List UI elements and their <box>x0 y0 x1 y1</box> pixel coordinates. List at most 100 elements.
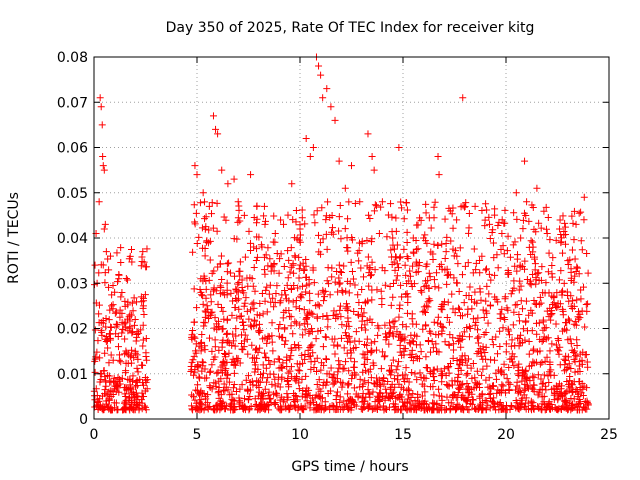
roti-point <box>347 354 355 362</box>
roti-point <box>554 303 562 311</box>
roti-point <box>240 395 248 403</box>
roti-point <box>213 227 221 235</box>
roti-point <box>223 358 231 366</box>
roti-point <box>387 362 395 370</box>
roti-point <box>504 232 512 240</box>
roti-point <box>116 313 124 321</box>
roti-point <box>430 391 438 399</box>
roti-point <box>266 281 274 289</box>
roti-point <box>390 323 398 331</box>
roti-point <box>488 335 496 343</box>
roti-point <box>530 374 538 382</box>
roti-point <box>255 383 263 391</box>
roti-point <box>121 350 129 358</box>
roti-point <box>403 206 411 214</box>
roti-point <box>568 388 576 396</box>
roti-point <box>550 299 558 307</box>
roti-point <box>562 319 570 327</box>
roti-point <box>95 198 103 206</box>
roti-point <box>143 263 151 271</box>
roti-point <box>279 314 287 322</box>
roti-point <box>203 302 211 310</box>
roti-point <box>229 297 237 305</box>
roti-point <box>204 239 212 247</box>
roti-point <box>514 363 522 371</box>
roti-point <box>510 362 518 370</box>
roti-point <box>217 252 225 260</box>
roti-point <box>130 354 138 362</box>
roti-point <box>310 211 318 219</box>
roti-point <box>424 277 432 285</box>
roti-point <box>192 340 200 348</box>
roti-point <box>297 294 305 302</box>
roti-point <box>257 400 265 408</box>
roti-point <box>348 268 356 276</box>
roti-point <box>264 244 272 252</box>
roti-point <box>568 246 576 254</box>
roti-point <box>308 325 316 333</box>
roti-point <box>285 256 293 264</box>
roti-point <box>252 257 260 265</box>
roti-point <box>230 397 238 405</box>
roti-point <box>430 318 438 326</box>
roti-point <box>417 216 425 224</box>
roti-point <box>266 360 274 368</box>
roti-point <box>441 338 449 346</box>
roti-point <box>141 291 149 299</box>
roti-point <box>344 215 352 223</box>
roti-point <box>324 315 332 323</box>
roti-point <box>446 331 454 339</box>
roti-point <box>424 298 432 306</box>
roti-point <box>198 330 206 338</box>
roti-point <box>266 255 274 263</box>
roti-point <box>543 404 551 412</box>
roti-point <box>222 351 230 359</box>
roti-point <box>208 210 216 218</box>
roti-point <box>382 385 390 393</box>
roti-point <box>329 380 337 388</box>
roti-point <box>430 240 438 248</box>
roti-point <box>209 287 217 295</box>
roti-point <box>538 405 546 413</box>
roti-point <box>287 286 295 294</box>
roti-point <box>513 215 521 223</box>
roti-point <box>510 353 518 361</box>
roti-point <box>391 403 399 411</box>
roti-point <box>573 387 581 395</box>
roti-point <box>525 311 533 319</box>
roti-point <box>124 276 132 284</box>
roti-point <box>408 346 416 354</box>
roti-point <box>96 354 104 362</box>
roti-point <box>451 247 459 255</box>
roti-point <box>327 364 335 372</box>
roti-point <box>134 329 142 337</box>
roti-point <box>508 358 516 366</box>
roti-point <box>298 375 306 383</box>
roti-point <box>291 252 299 260</box>
roti-point <box>577 295 585 303</box>
x-tick-label: 0 <box>90 427 99 443</box>
roti-point <box>460 299 468 307</box>
roti-point <box>420 283 428 291</box>
roti-point <box>239 405 247 413</box>
roti-point <box>218 166 226 174</box>
roti-point <box>380 353 388 361</box>
roti-point <box>279 333 287 341</box>
roti-point <box>112 320 120 328</box>
roti-point <box>465 333 473 341</box>
roti-point <box>414 354 422 362</box>
roti-point <box>568 212 576 220</box>
roti-point <box>434 153 442 161</box>
roti-point <box>416 369 424 377</box>
roti-point <box>543 229 551 237</box>
roti-point <box>443 233 451 241</box>
roti-point <box>409 357 417 365</box>
roti-point <box>247 323 255 331</box>
roti-point <box>348 375 356 383</box>
roti-point <box>496 314 504 322</box>
roti-point <box>361 377 369 385</box>
roti-point <box>269 347 277 355</box>
roti-point <box>216 260 224 268</box>
roti-point <box>280 220 288 228</box>
roti-point <box>196 398 204 406</box>
